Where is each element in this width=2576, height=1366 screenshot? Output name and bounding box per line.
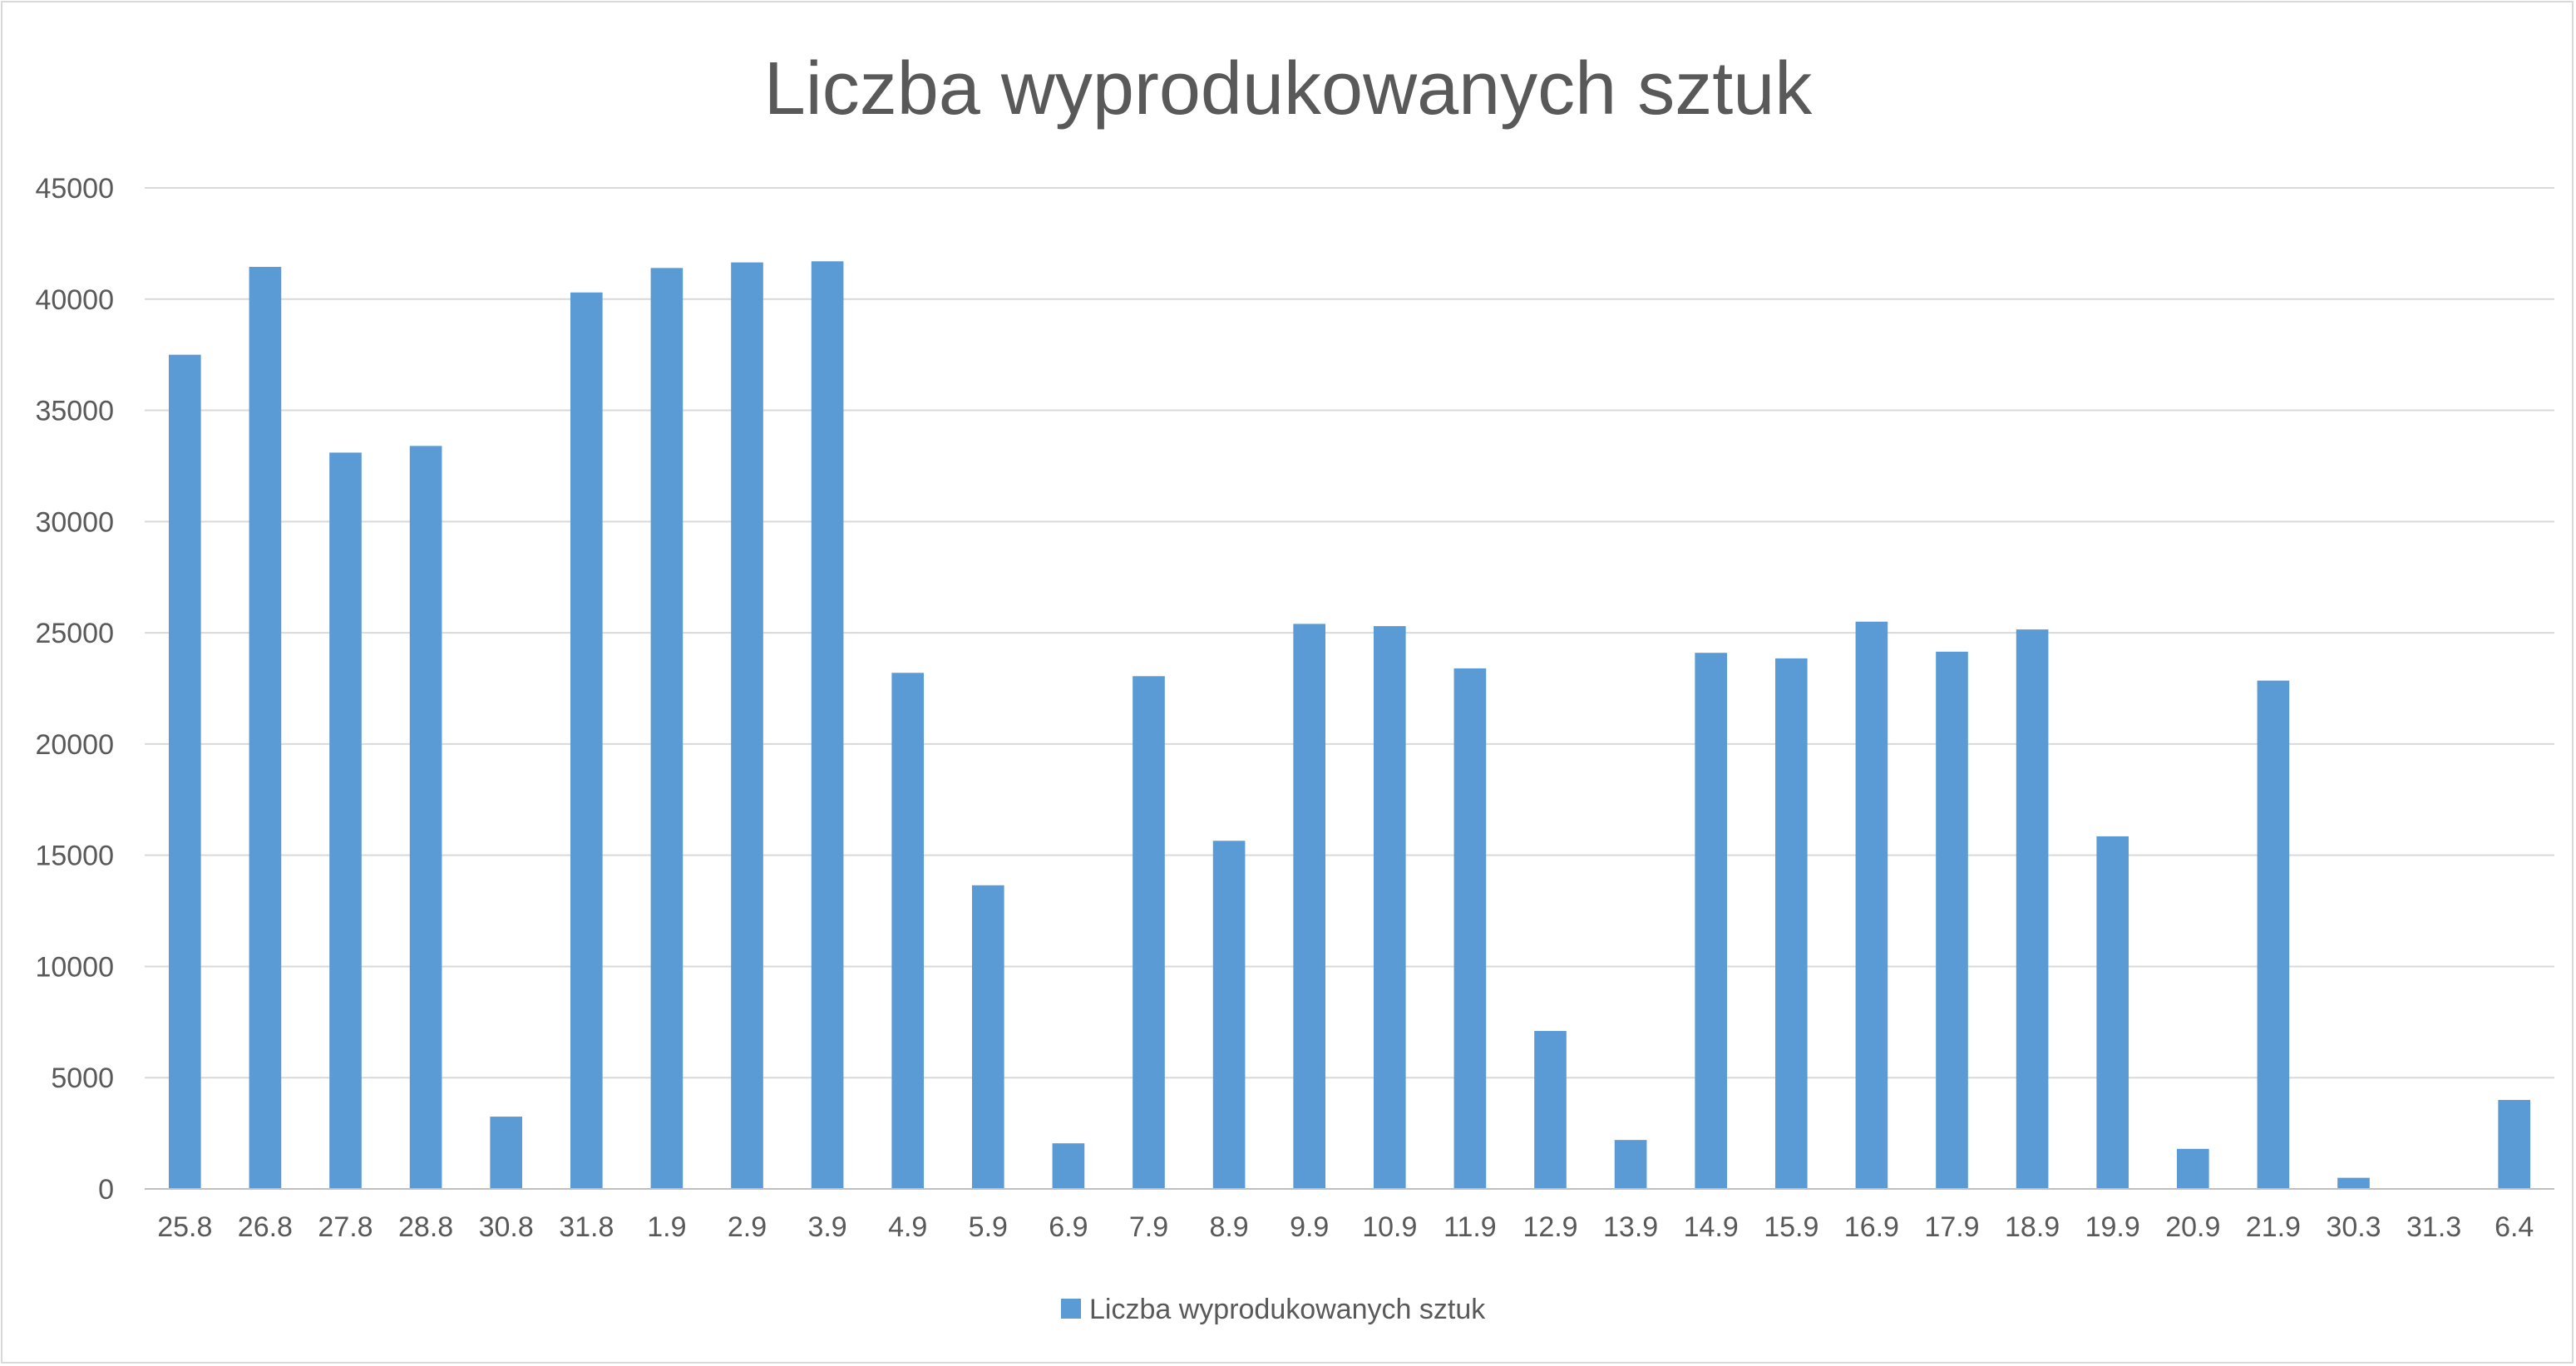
y-tick-label: 20000	[35, 729, 114, 761]
x-tick-label: 6.4	[2495, 1211, 2534, 1243]
y-tick-label: 25000	[35, 618, 114, 649]
x-tick-label: 31.8	[559, 1211, 614, 1243]
bar	[2337, 1177, 2370, 1189]
y-tick-label: 15000	[35, 841, 114, 872]
bar	[1052, 1143, 1085, 1189]
bar	[1293, 624, 1326, 1189]
x-tick-label: 9.9	[1290, 1211, 1329, 1243]
x-tick-label: 2.9	[728, 1211, 767, 1243]
bar	[891, 673, 925, 1189]
x-tick-label: 4.9	[888, 1211, 927, 1243]
x-tick-label: 17.9	[1924, 1211, 1979, 1243]
bar	[2257, 680, 2290, 1189]
x-tick-label: 11.9	[1443, 1211, 1497, 1243]
bar	[409, 446, 442, 1189]
x-tick-label: 21.9	[2246, 1211, 2301, 1243]
bar	[811, 261, 844, 1189]
x-tick-label: 12.9	[1522, 1211, 1577, 1243]
bar	[2176, 1148, 2209, 1189]
bar	[1695, 653, 1728, 1189]
x-tick-label: 10.9	[1362, 1211, 1417, 1243]
x-tick-label: 7.9	[1129, 1211, 1168, 1243]
bar	[1212, 841, 1246, 1189]
bar	[1774, 658, 1808, 1189]
legend: Liczba wyprodukowanych sztuk	[1061, 1294, 1486, 1325]
y-tick-label: 5000	[51, 1063, 114, 1094]
x-tick-label: 31.3	[2406, 1211, 2461, 1243]
x-tick-label: 25.8	[157, 1211, 212, 1243]
y-tick-label: 45000	[35, 173, 114, 205]
bar	[650, 268, 683, 1189]
bar	[1373, 626, 1406, 1189]
legend-swatch	[1061, 1299, 1081, 1319]
bar	[490, 1117, 523, 1189]
x-tick-label: 30.3	[2326, 1211, 2381, 1243]
y-tick-label: 30000	[35, 506, 114, 538]
x-tick-label: 8.9	[1209, 1211, 1248, 1243]
x-tick-label: 1.9	[647, 1211, 686, 1243]
bar	[971, 885, 1004, 1189]
bar	[329, 452, 362, 1189]
bar	[1453, 668, 1487, 1189]
x-axis-ticks: 25.8 26.8 27.8 28.8 30.8 31.8 1.9 2.9 3.9 4.9 5.9 6…	[157, 1211, 2534, 1243]
bar	[1534, 1031, 1567, 1189]
bar	[731, 262, 763, 1189]
x-tick-label: 28.8	[398, 1211, 453, 1243]
x-tick-label: 14.9	[1684, 1211, 1739, 1243]
gridlines	[145, 187, 2554, 1079]
bar	[1936, 651, 1968, 1189]
bar	[2016, 629, 2049, 1189]
x-tick-label: 3.9	[807, 1211, 846, 1243]
chart-title: Liczba wyprodukowanych sztuk	[764, 47, 1814, 131]
bar-series	[168, 261, 2531, 1190]
bar	[1614, 1140, 1647, 1189]
y-tick-label: 40000	[35, 284, 114, 316]
bar	[1133, 676, 1165, 1189]
x-tick-label: 30.8	[479, 1211, 534, 1243]
bar	[2096, 836, 2129, 1189]
x-tick-label: 26.8	[238, 1211, 293, 1243]
bar	[168, 354, 201, 1190]
y-tick-label: 10000	[35, 951, 114, 983]
bar	[2498, 1099, 2531, 1189]
bar	[570, 292, 603, 1189]
legend-label: Liczba wyprodukowanych sztuk	[1089, 1294, 1486, 1325]
x-tick-label: 19.9	[2085, 1211, 2140, 1243]
x-tick-label: 13.9	[1603, 1211, 1658, 1243]
x-tick-label: 6.9	[1049, 1211, 1088, 1243]
bar	[1855, 621, 1888, 1189]
x-tick-label: 27.8	[318, 1211, 373, 1243]
x-tick-label: 15.9	[1764, 1211, 1818, 1243]
y-tick-label: 35000	[35, 396, 114, 427]
x-tick-label: 16.9	[1844, 1211, 1899, 1243]
y-axis-ticks: 0 5000 10000 15000 20000 25000 30000 35000 40000…	[35, 173, 114, 1206]
x-tick-label: 20.9	[2165, 1211, 2220, 1243]
x-tick-label: 18.9	[2005, 1211, 2060, 1243]
y-tick-label: 0	[98, 1174, 114, 1206]
x-tick-label: 5.9	[969, 1211, 1008, 1243]
bar	[249, 266, 282, 1190]
